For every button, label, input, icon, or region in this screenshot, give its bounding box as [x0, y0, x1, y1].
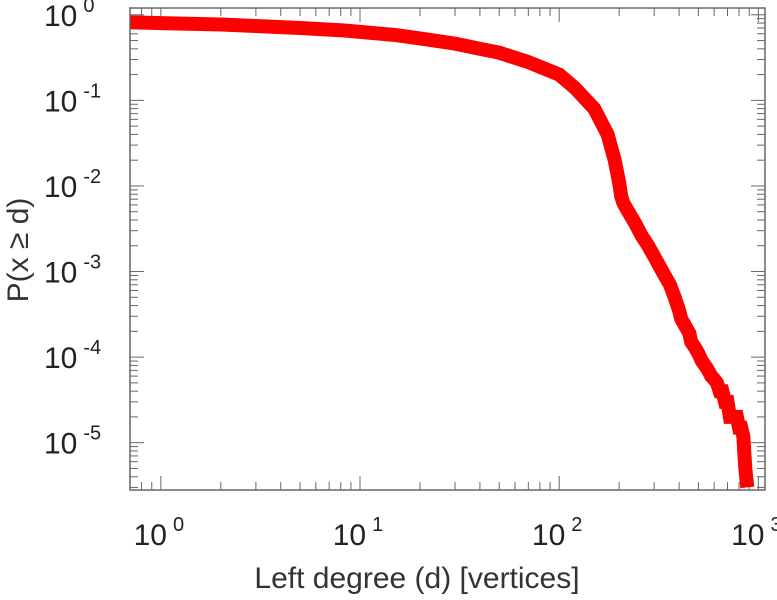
- minor-ticks: [129, 8, 765, 490]
- x-tick-label: 10 1: [333, 514, 384, 552]
- x-tick-labels: 10 0 10 1 10 2 10 3: [134, 514, 777, 552]
- y-tick-label: 10 0: [44, 0, 95, 33]
- y-tick-label: 10 -5: [44, 423, 101, 461]
- plot-frame: [129, 7, 766, 491]
- x-axis-label: Left degree (d) [vertices]: [254, 562, 579, 595]
- series-line: [129, 15, 755, 489]
- y-tick-label: 10 -3: [44, 252, 101, 290]
- x-tick-label: 10 2: [532, 514, 583, 552]
- x-tick-label: 10 0: [134, 514, 185, 552]
- x-tick-label: 10 3: [731, 514, 777, 552]
- series-layer: [129, 15, 755, 489]
- major-ticks: [130, 8, 765, 490]
- y-tick-label: 10 -4: [44, 337, 101, 375]
- y-tick-label: 10 -1: [44, 80, 101, 118]
- y-axis-label: P(x ≥ d): [2, 198, 35, 303]
- y-tick-label: 10 -2: [44, 166, 101, 204]
